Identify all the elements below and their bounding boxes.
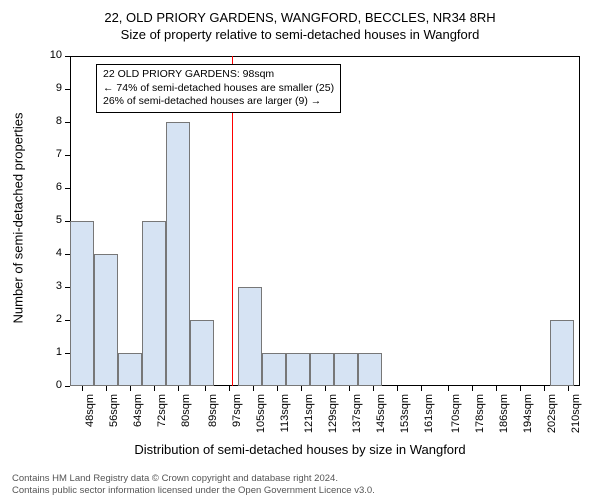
y-tick-mark [65, 155, 70, 156]
y-tick-label: 10 [42, 49, 62, 61]
y-tick-label: 1 [42, 346, 62, 358]
x-tick-mark [397, 386, 398, 391]
y-tick-mark [65, 188, 70, 189]
y-tick-label: 3 [42, 280, 62, 292]
chart-container: 22, OLD PRIORY GARDENS, WANGFORD, BECCLE… [0, 0, 600, 500]
y-axis-label: Number of semi-detached properties [11, 124, 26, 324]
histogram-bar [190, 320, 214, 386]
histogram-bar [358, 353, 382, 386]
footer-line-1: Contains HM Land Registry data © Crown c… [12, 473, 375, 484]
y-tick-label: 5 [42, 214, 62, 226]
annotation-line-1: 22 OLD PRIORY GARDENS: 98sqm [103, 68, 334, 82]
y-tick-label: 4 [42, 247, 62, 259]
histogram-bar [94, 254, 118, 386]
x-tick-label: 48sqm [84, 394, 96, 434]
x-tick-mark [520, 386, 521, 391]
x-tick-mark [472, 386, 473, 391]
histogram-bar [118, 353, 142, 386]
x-tick-mark [325, 386, 326, 391]
x-tick-label: 202sqm [546, 394, 558, 434]
x-tick-label: 129sqm [327, 394, 339, 434]
x-tick-label: 161sqm [423, 394, 435, 434]
histogram-bar [286, 353, 310, 386]
histogram-bar [550, 320, 574, 386]
y-tick-label: 0 [42, 379, 62, 391]
x-tick-mark [205, 386, 206, 391]
x-tick-mark [253, 386, 254, 391]
x-tick-mark [568, 386, 569, 391]
chart-title-main: 22, OLD PRIORY GARDENS, WANGFORD, BECCLE… [0, 0, 600, 25]
x-tick-label: 64sqm [132, 394, 144, 434]
x-tick-label: 105sqm [255, 394, 267, 434]
histogram-bar [70, 221, 94, 386]
x-tick-label: 145sqm [375, 394, 387, 434]
x-tick-label: 186sqm [498, 394, 510, 434]
x-tick-label: 113sqm [279, 394, 291, 434]
histogram-bar [238, 287, 262, 386]
x-axis-label: Distribution of semi-detached houses by … [0, 442, 600, 457]
x-tick-mark [544, 386, 545, 391]
x-tick-label: 56sqm [108, 394, 120, 434]
x-tick-mark [106, 386, 107, 391]
x-tick-mark [130, 386, 131, 391]
y-tick-mark [65, 56, 70, 57]
chart-title-sub: Size of property relative to semi-detach… [0, 25, 600, 42]
histogram-bar [262, 353, 286, 386]
x-tick-label: 80sqm [180, 394, 192, 434]
x-tick-mark [154, 386, 155, 391]
histogram-bar [310, 353, 334, 386]
histogram-bar [334, 353, 358, 386]
x-tick-mark [421, 386, 422, 391]
y-tick-label: 2 [42, 313, 62, 325]
x-tick-mark [229, 386, 230, 391]
y-tick-mark [65, 386, 70, 387]
y-tick-mark [65, 122, 70, 123]
x-tick-mark [496, 386, 497, 391]
x-tick-mark [178, 386, 179, 391]
x-tick-mark [448, 386, 449, 391]
x-tick-mark [82, 386, 83, 391]
x-tick-mark [277, 386, 278, 391]
x-tick-label: 178sqm [474, 394, 486, 434]
annotation-line-3: 26% of semi-detached houses are larger (… [103, 95, 334, 109]
x-tick-label: 72sqm [156, 394, 168, 434]
x-tick-label: 121sqm [303, 394, 315, 434]
y-tick-label: 7 [42, 148, 62, 160]
x-tick-label: 170sqm [450, 394, 462, 434]
histogram-bar [142, 221, 166, 386]
y-tick-label: 9 [42, 82, 62, 94]
x-tick-label: 89sqm [207, 394, 219, 434]
x-tick-mark [373, 386, 374, 391]
y-tick-label: 8 [42, 115, 62, 127]
footer-attribution: Contains HM Land Registry data © Crown c… [12, 473, 375, 496]
x-tick-label: 137sqm [351, 394, 363, 434]
x-tick-label: 194sqm [522, 394, 534, 434]
annotation-line-2: ← 74% of semi-detached houses are smalle… [103, 82, 334, 96]
x-tick-label: 153sqm [399, 394, 411, 434]
x-tick-mark [349, 386, 350, 391]
histogram-bar [166, 122, 190, 386]
x-tick-mark [301, 386, 302, 391]
y-tick-mark [65, 89, 70, 90]
annotation-box: 22 OLD PRIORY GARDENS: 98sqm ← 74% of se… [96, 64, 341, 113]
x-tick-label: 210sqm [570, 394, 582, 434]
footer-line-2: Contains public sector information licen… [12, 485, 375, 496]
y-tick-label: 6 [42, 181, 62, 193]
x-tick-label: 97sqm [231, 394, 243, 434]
